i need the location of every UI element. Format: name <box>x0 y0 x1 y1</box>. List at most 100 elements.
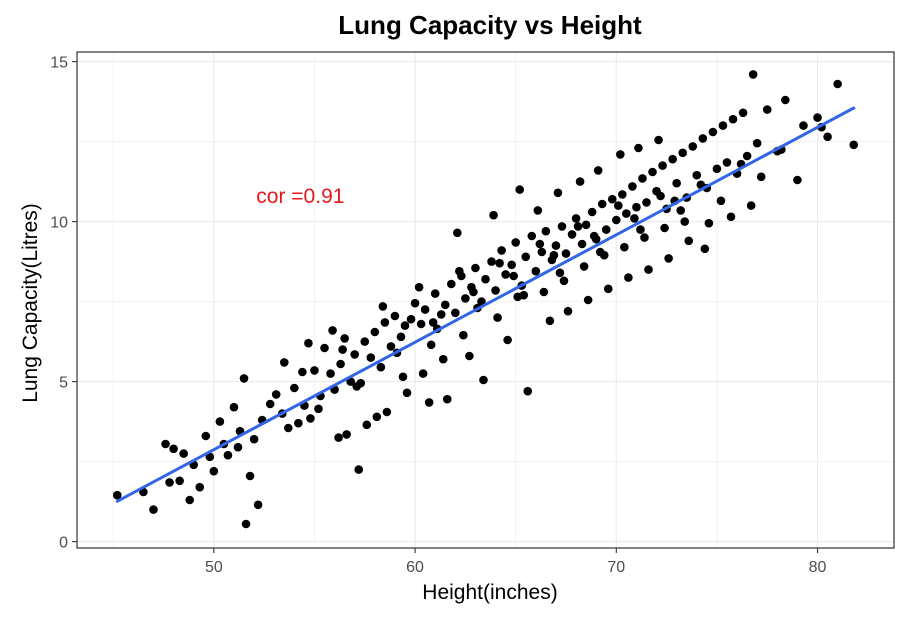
scatter-point <box>571 214 581 223</box>
scatter-point <box>668 154 677 164</box>
scatter-point <box>527 231 537 241</box>
scatter-point <box>241 519 251 529</box>
scatter-point <box>461 294 470 303</box>
scatter-point <box>340 334 349 343</box>
scatter-point <box>459 330 468 340</box>
scatter-point <box>849 140 859 150</box>
scatter-point <box>479 375 488 385</box>
scatter-point <box>583 295 593 305</box>
scatter-point <box>179 449 188 458</box>
scatter-point <box>382 407 392 417</box>
scatter-point <box>630 214 639 223</box>
scatter-point <box>688 142 698 151</box>
scatter-point <box>249 434 259 444</box>
scatter-point <box>497 246 506 255</box>
scatter-point <box>712 164 722 174</box>
scatter-point <box>799 121 808 130</box>
scatter-point <box>442 394 452 404</box>
y-tick-label: 0 <box>59 535 68 552</box>
scatter-point <box>279 358 289 367</box>
scatter-point <box>440 300 450 310</box>
scatter-point <box>298 367 307 377</box>
scatter-point <box>495 258 504 268</box>
scatter-point <box>628 182 637 191</box>
scatter-point <box>455 266 464 276</box>
scatter-point <box>378 302 388 311</box>
scatter-point <box>728 114 738 124</box>
scatter-point <box>521 252 531 262</box>
scatter-point <box>752 138 762 148</box>
scatter-point <box>603 284 613 294</box>
scatter-point <box>290 383 299 393</box>
scatter-point <box>414 282 424 292</box>
scatter-point <box>418 369 428 378</box>
scatter-point <box>698 134 708 143</box>
scatter-point <box>551 241 561 250</box>
scatter-point <box>823 132 832 142</box>
scatter-point <box>215 417 225 426</box>
scatter-point <box>453 228 462 238</box>
scatter-point <box>563 306 573 316</box>
scatter-point <box>446 279 456 289</box>
scatter-point <box>410 298 420 308</box>
x-tick-label: 80 <box>809 559 827 576</box>
scatter-point <box>676 206 685 215</box>
scatter-point <box>813 113 822 122</box>
scatter-point <box>607 194 617 204</box>
scatter-point <box>660 223 669 233</box>
scatter-point <box>501 270 510 279</box>
scatter-point <box>577 239 587 249</box>
scatter-point <box>493 313 502 322</box>
y-axis-ticks: 0 5 10 15 <box>50 55 77 552</box>
scatter-point <box>624 273 633 282</box>
scatter-point <box>622 209 631 218</box>
y-tick-label: 5 <box>59 375 68 392</box>
scatter-point <box>632 202 641 212</box>
scatter-point <box>589 231 599 241</box>
scatter-point <box>328 326 337 335</box>
scatter-point <box>561 249 571 258</box>
scatter-point <box>354 465 364 474</box>
scatter-point <box>664 254 673 263</box>
data-points <box>112 70 859 529</box>
scatter-point <box>678 148 688 158</box>
scatter-point <box>638 174 647 183</box>
scatter-point <box>833 79 842 89</box>
scatter-point <box>654 135 663 145</box>
scatter-point <box>581 220 591 230</box>
scatter-point <box>658 161 667 170</box>
scatter-point <box>535 239 545 249</box>
scatter-point <box>362 420 372 430</box>
scatter-point <box>587 207 597 217</box>
scatter-point <box>428 318 438 327</box>
scatter-point <box>684 236 694 246</box>
scatter-point <box>390 311 400 321</box>
scatter-point <box>430 289 440 298</box>
scatter-point <box>545 316 555 326</box>
scatter-point <box>620 242 629 252</box>
scatter-point <box>436 310 446 319</box>
scatter-point <box>597 199 607 209</box>
y-axis-label: Lung Capacity(Litres) <box>19 203 42 403</box>
scatter-point <box>396 332 406 342</box>
scatter-point <box>283 423 293 433</box>
scatter-point <box>239 374 249 383</box>
scatter-point <box>549 250 559 260</box>
scatter-point <box>762 105 772 114</box>
scatter-point <box>209 466 219 476</box>
scatter-point <box>601 225 611 234</box>
scatter-point <box>519 290 529 300</box>
scatter-point <box>376 362 386 372</box>
scatter-point <box>233 442 243 452</box>
scatter-point <box>314 404 323 414</box>
scatter-point <box>648 167 657 177</box>
scatter-point <box>195 482 205 492</box>
scatter-point <box>398 372 408 382</box>
scatter-point <box>481 274 490 284</box>
scatter-point <box>726 212 736 222</box>
scatter-point <box>465 351 474 361</box>
scatter-point <box>201 431 211 441</box>
scatter-point <box>245 471 255 481</box>
scatter-point <box>424 398 434 407</box>
